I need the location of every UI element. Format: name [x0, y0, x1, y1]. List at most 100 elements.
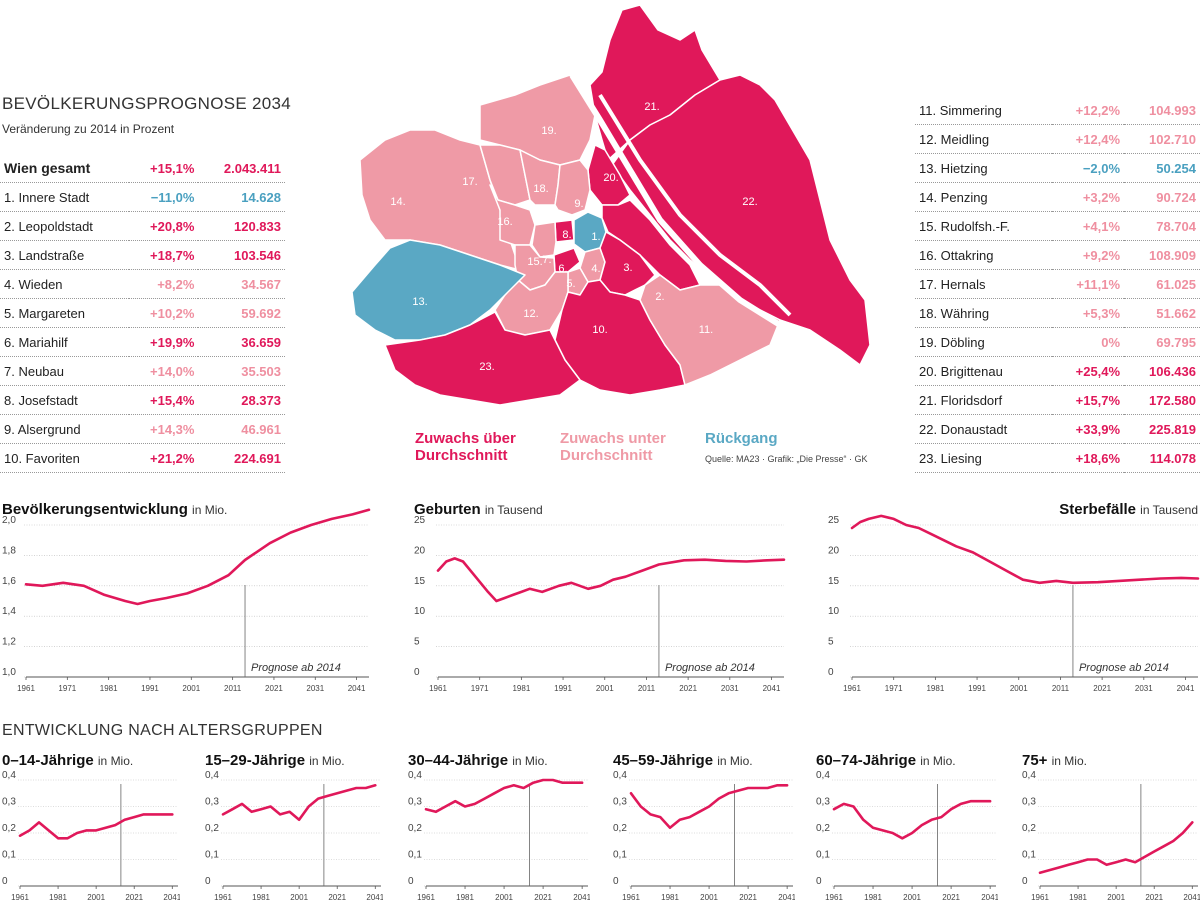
map-label-district-3: 3. — [623, 262, 632, 274]
data-point — [503, 597, 506, 599]
map-label-district-21: 21. — [644, 101, 659, 113]
chart-a6074: 60–74-Jährige in Mio. 0 0,1 0,2 0,3 0,4 1961 19… — [816, 752, 998, 902]
data-point — [867, 518, 870, 520]
chart-title-text: 30–44-Jährige — [408, 752, 512, 769]
cell-name: 19. Döbling — [915, 327, 1052, 357]
x-tick-label: 2021 — [942, 893, 960, 902]
x-tick-label: 2001 — [700, 893, 718, 902]
y-tick-label: 0,1 — [816, 850, 830, 861]
x-tick-label: 1981 — [100, 684, 118, 693]
x-tick-label: 2001 — [182, 684, 200, 693]
x-tick-label: 1961 — [622, 893, 640, 902]
series-line — [1038, 821, 1194, 875]
x-tick-label: 2031 — [721, 684, 739, 693]
district-table-left: Wien gesamt +15,1% 2.043.411 1. Innere Stad… — [0, 154, 285, 473]
series-line — [424, 778, 584, 814]
cell-pct: 0% — [1051, 327, 1125, 357]
x-tick-label: 2011 — [224, 684, 242, 693]
cell-abs: 61.025 — [1124, 269, 1200, 299]
data-point — [1039, 871, 1041, 874]
x-tick-label: 2011 — [638, 684, 656, 693]
x-tick-label: 1971 — [58, 684, 76, 693]
cell-pct: +12,2% — [1051, 96, 1125, 125]
data-point — [708, 805, 710, 808]
data-point — [1153, 850, 1156, 853]
cell-abs: 114.078 — [1124, 443, 1200, 473]
map-label-district-11: 11. — [699, 324, 713, 336]
x-tick-label: 2031 — [306, 684, 324, 693]
data-point — [532, 781, 535, 784]
district-13 — [351, 239, 526, 341]
map-label-district-12: 12. — [523, 308, 538, 320]
y-tick-label: 0,4 — [613, 770, 627, 781]
chart-title-text: 45–59-Jährige — [613, 752, 717, 769]
y-tick-label: 0,4 — [1022, 770, 1036, 781]
y-tick-label: 0,4 — [408, 770, 422, 781]
cell-abs: 172.580 — [1124, 385, 1200, 415]
cell-abs: 50.254 — [1124, 153, 1200, 183]
map-label-district-1: 1. — [591, 231, 600, 243]
data-point — [133, 816, 136, 818]
page-title: BEVÖLKERUNGSPROGNOSE 2034 — [2, 94, 292, 113]
table-row: 17. Hernals +11,1% 61.025 — [915, 269, 1200, 299]
data-point — [57, 837, 59, 840]
data-point — [269, 805, 272, 808]
data-point — [1005, 569, 1008, 572]
cell-pct: +11,1% — [1051, 269, 1125, 299]
data-point — [1138, 578, 1141, 581]
y-tick-label: 0,4 — [816, 770, 830, 781]
data-point — [444, 805, 447, 808]
y-tick-label: 0 — [1022, 876, 1028, 887]
cell-pct: +15,7% — [1051, 385, 1125, 415]
cell-abs: 34.567 — [198, 269, 285, 299]
data-point — [989, 800, 991, 802]
data-point — [783, 558, 785, 561]
cell-name: 5. Margareten — [0, 298, 129, 328]
cell-name: 21. Floridsdorf — [915, 385, 1052, 415]
y-tick-label: 0,2 — [613, 823, 627, 834]
x-tick-label: 1961 — [214, 893, 232, 902]
data-point — [207, 585, 209, 587]
cell-name: 1. Innere Stadt — [0, 182, 129, 212]
chart-title: Bevölkerungsentwicklung in Mio. — [2, 501, 227, 518]
chart-bev: Bevölkerungsentwicklung in Mio. 1,0 1,2 1,4… — [2, 501, 371, 693]
chart-title-text: 15–29-Jährige — [205, 752, 309, 769]
data-point — [289, 531, 292, 534]
data-point — [757, 787, 759, 789]
cell-abs: 36.659 — [198, 327, 285, 357]
y-tick-label: 0,2 — [2, 823, 16, 834]
cell-abs: 224.691 — [198, 443, 285, 473]
data-point — [786, 784, 788, 787]
map-label-district-20: 20. — [603, 172, 618, 184]
district-16 — [489, 184, 536, 246]
x-tick-label: 2041 — [348, 684, 366, 693]
data-point — [1191, 821, 1194, 824]
data-point — [142, 813, 145, 816]
map-label-district-2: 2. — [655, 291, 664, 303]
data-point — [437, 569, 439, 572]
prognose-annotation: Prognose ab 2014 — [1079, 662, 1169, 674]
legend-high-line2: Durchschnitt — [415, 447, 508, 464]
data-point — [891, 832, 894, 834]
data-point — [1105, 864, 1108, 866]
table-row: 22. Donaustadt +33,9% 225.819 — [915, 414, 1200, 444]
data-point — [165, 597, 168, 599]
cell-pct: +4,1% — [1051, 211, 1125, 241]
data-point — [310, 524, 312, 526]
y-tick-label: 0,2 — [816, 823, 830, 834]
cell-name: 2. Leopoldstadt — [0, 211, 129, 241]
data-point — [25, 583, 27, 586]
x-tick-label: 1961 — [825, 893, 843, 902]
data-point — [737, 789, 740, 792]
table-row: 19. Döbling 0% 69.795 — [915, 327, 1200, 357]
data-point — [161, 813, 164, 816]
data-point — [66, 837, 69, 840]
cell-pct: +14,0% — [128, 356, 199, 386]
chart-unit: in Mio. — [192, 503, 227, 517]
x-tick-label: 1961 — [429, 684, 447, 693]
data-point — [1072, 581, 1074, 584]
series-line — [436, 557, 786, 603]
x-tick-label: 2001 — [290, 893, 308, 902]
legend-low-line2: Durchschnitt — [560, 447, 653, 464]
data-point — [1117, 580, 1120, 582]
